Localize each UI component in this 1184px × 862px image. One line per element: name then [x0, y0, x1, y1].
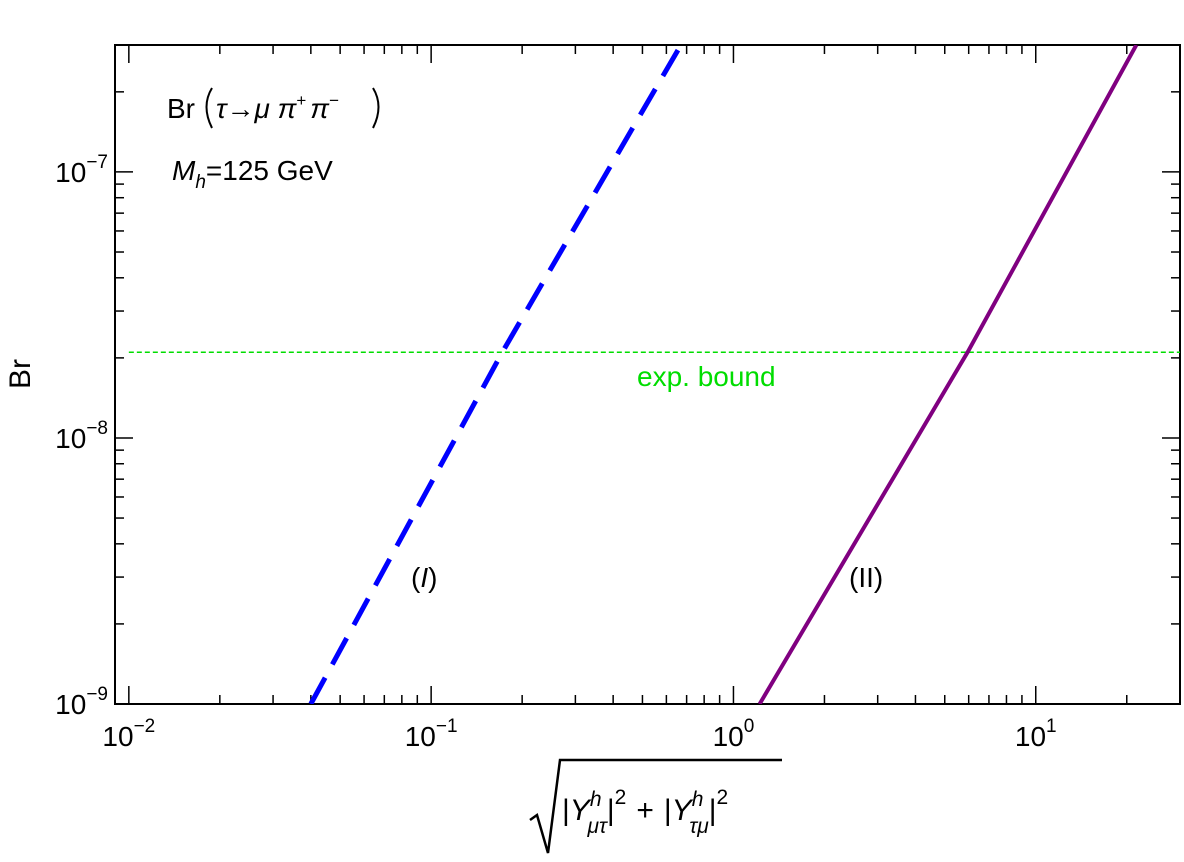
x-tick-labels: 10−2 10−1 100 101 — [102, 716, 1056, 752]
series-line-I — [308, 45, 684, 704]
x-tick-label-0: 10−2 — [102, 716, 155, 752]
y-axis-label: Br — [4, 359, 37, 389]
x-axis-label: |Yh μτ|2 + |Yh τμ|2 — [529, 758, 782, 854]
major-ticks — [115, 45, 1180, 705]
plot-frame — [114, 44, 1181, 705]
process-prefix: Br — [167, 93, 195, 124]
y-tick-label-1: 10−8 — [55, 418, 108, 454]
minor-ticks — [114, 44, 1181, 704]
sqrt-symbol — [529, 758, 782, 854]
x-tick-label-2: 100 — [713, 716, 755, 752]
x-tick-label-3: 101 — [1015, 716, 1057, 752]
series-label-I: (I) — [411, 562, 437, 593]
y-tick-label-0: 10−9 — [55, 684, 108, 720]
process-annotation: Br τ→μ π+ π− — [167, 87, 380, 129]
series-label-II: (II) — [849, 562, 883, 593]
y-tick-label-2: 10−7 — [55, 152, 108, 188]
x-tick-label-1: 10−1 — [405, 716, 458, 752]
x-axis-label-text: |Yh μτ|2 + |Yh τμ|2 — [562, 786, 728, 838]
right-paren-shape — [372, 87, 380, 129]
mass-annotation: Mh=125 GeV — [172, 155, 333, 193]
series-line-II — [757, 45, 1139, 704]
exp-bound-label: exp. bound — [637, 361, 776, 392]
y-tick-labels: 10−9 10−8 10−7 — [55, 152, 108, 720]
process-decay: τ→μ π+ π− — [216, 91, 339, 124]
left-paren-shape — [205, 87, 213, 129]
